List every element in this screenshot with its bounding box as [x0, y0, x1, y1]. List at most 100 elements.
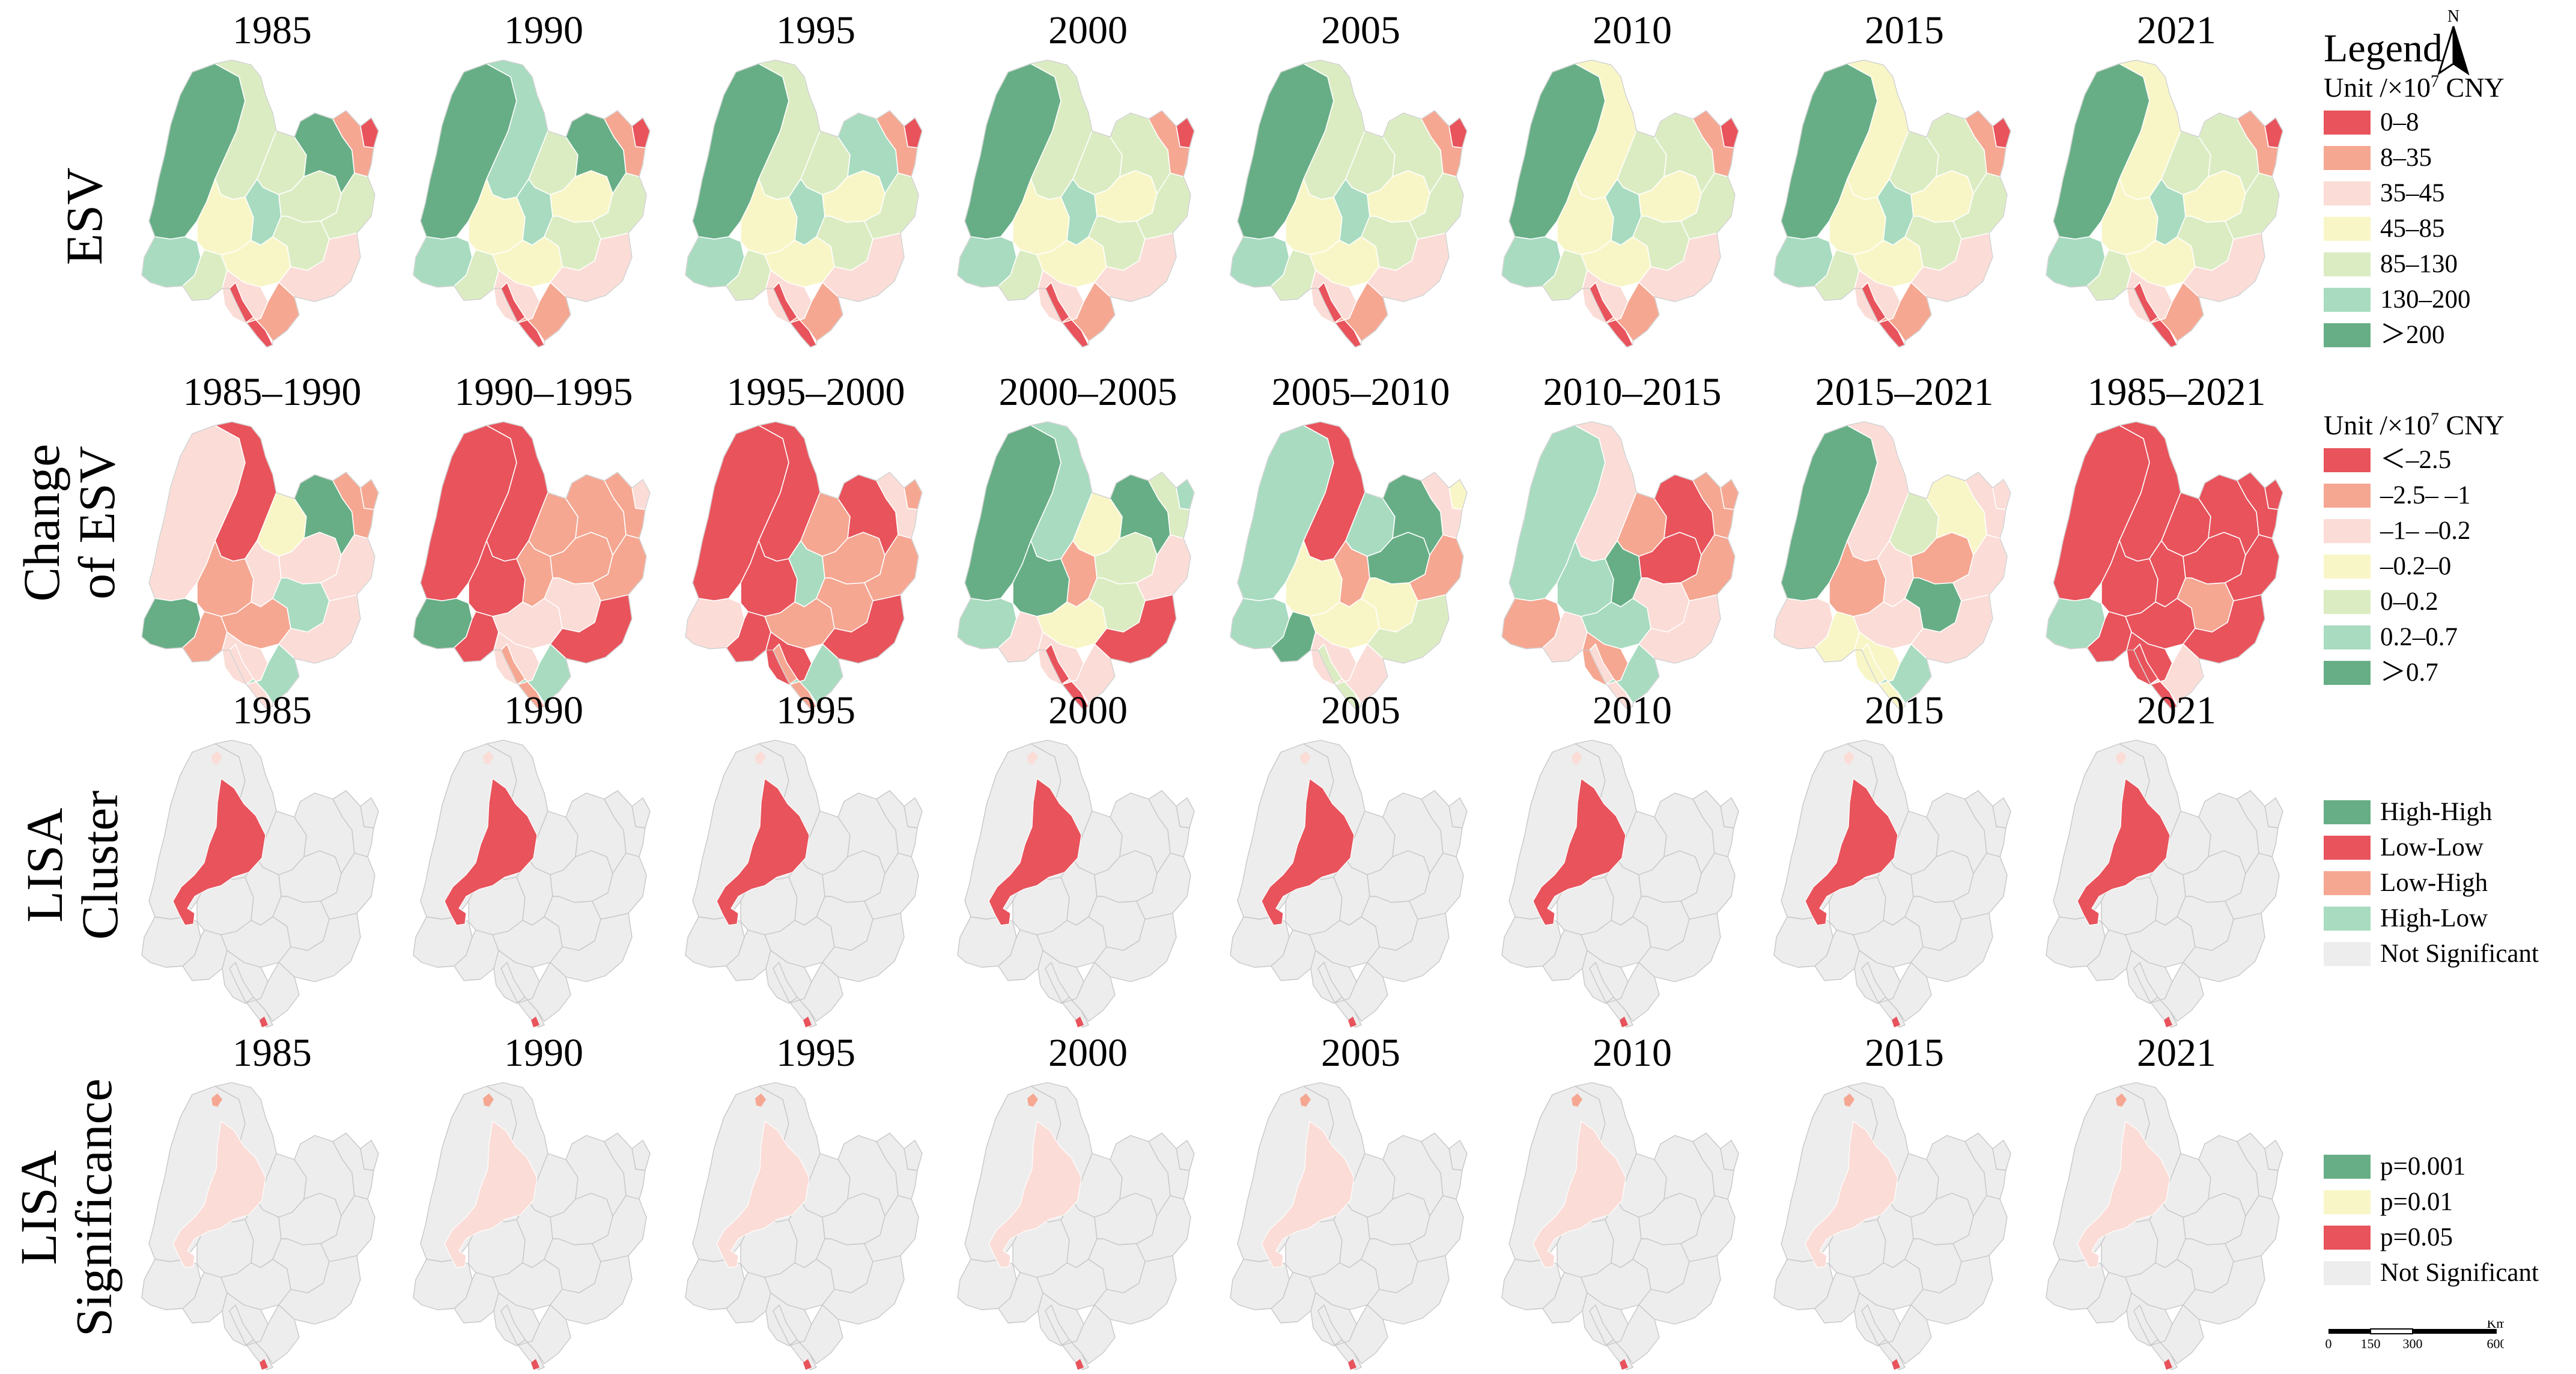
map-panel-cluster-2021[interactable]: 2021 — [2041, 689, 2312, 1028]
region-r18[interactable] — [245, 1304, 300, 1364]
significant-tip[interactable] — [1075, 1359, 1084, 1370]
region-r18[interactable] — [1333, 1304, 1388, 1364]
region-r13[interactable] — [1136, 853, 1191, 920]
map-panel-esv-2005[interactable]: 2005 — [1226, 8, 1496, 348]
significant-area[interactable] — [1805, 1120, 1898, 1268]
region-r17[interactable] — [2133, 962, 2178, 1028]
map-panel-significance-1985[interactable]: 1985 — [137, 1031, 407, 1370]
region-r17[interactable] — [500, 1304, 545, 1370]
significant-tip[interactable] — [531, 1359, 539, 1370]
region-r17[interactable] — [773, 962, 817, 1028]
region-r18[interactable] — [1060, 1304, 1116, 1364]
region-r16[interactable] — [1421, 1132, 1463, 1200]
map-panel-cluster-1990[interactable]: 1990 — [409, 689, 679, 1028]
region-r13[interactable] — [1409, 1195, 1464, 1262]
significant-tip[interactable] — [483, 1093, 494, 1107]
map-panel-cluster-2000[interactable]: 2000 — [953, 689, 1223, 1028]
region-r16[interactable] — [1964, 790, 2006, 857]
map-panel-change-1985–2021[interactable]: 1985–2021 — [2041, 370, 2312, 710]
significant-tip[interactable] — [1572, 751, 1582, 764]
region-r17[interactable] — [229, 1304, 273, 1370]
region-r13[interactable] — [1136, 1195, 1191, 1262]
region-r16[interactable] — [2237, 790, 2279, 857]
significant-tip[interactable] — [2164, 1017, 2172, 1027]
significant-area[interactable] — [988, 777, 1082, 926]
map-panel-cluster-1985[interactable]: 1985 — [137, 689, 407, 1028]
region-r16[interactable] — [1964, 1132, 2006, 1200]
region-r18[interactable] — [788, 962, 843, 1022]
region-r17[interactable] — [1589, 1304, 1633, 1370]
significant-tip[interactable] — [2116, 1093, 2127, 1107]
map-panel-esv-1990[interactable]: 1990 — [409, 8, 679, 348]
region-r18[interactable] — [1605, 962, 1660, 1022]
region-r13[interactable] — [1680, 853, 1736, 920]
region-r16[interactable] — [876, 790, 918, 857]
region-r18[interactable] — [1060, 962, 1116, 1022]
map-panel-significance-1995[interactable]: 1995 — [681, 1031, 951, 1370]
significant-tip[interactable] — [1300, 1093, 1311, 1107]
region-r16[interactable] — [332, 1132, 374, 1200]
region-r18[interactable] — [245, 962, 300, 1022]
region-r13[interactable] — [1952, 853, 2008, 920]
significant-tip[interactable] — [1620, 1359, 1628, 1370]
region-r16[interactable] — [1421, 790, 1463, 857]
significant-tip[interactable] — [1892, 1017, 1900, 1027]
region-r16[interactable] — [2237, 1132, 2279, 1200]
significant-area[interactable] — [1533, 777, 1626, 926]
map-panel-significance-2005[interactable]: 2005 — [1226, 1031, 1496, 1370]
region-r13[interactable] — [1952, 1195, 2008, 1262]
region-r13[interactable] — [2225, 1195, 2280, 1262]
map-panel-change-1995–2000[interactable]: 1995–2000 — [681, 370, 951, 710]
region-r17[interactable] — [500, 962, 545, 1028]
region-r18[interactable] — [1605, 1304, 1660, 1364]
significant-tip[interactable] — [531, 1017, 539, 1027]
map-panel-esv-2021[interactable]: 2021 — [2041, 8, 2312, 348]
map-panel-esv-2000[interactable]: 2000 — [953, 8, 1223, 348]
map-panel-cluster-2015[interactable]: 2015 — [1769, 689, 2040, 1028]
map-panel-change-2015–2021[interactable]: 2015–2021 — [1769, 370, 2040, 710]
map-panel-cluster-2010[interactable]: 2010 — [1497, 689, 1767, 1028]
region-r18[interactable] — [788, 1304, 843, 1364]
significant-area[interactable] — [444, 1120, 538, 1268]
significant-tip[interactable] — [260, 1017, 268, 1027]
region-r17[interactable] — [1317, 962, 1362, 1028]
region-r17[interactable] — [1317, 1304, 1362, 1370]
region-r17[interactable] — [2133, 1304, 2178, 1370]
map-panel-change-2000–2005[interactable]: 2000–2005 — [953, 370, 1223, 710]
region-r18[interactable] — [1877, 1304, 1932, 1364]
map-panel-significance-2015[interactable]: 2015 — [1769, 1031, 2040, 1370]
significant-area[interactable] — [1533, 1120, 1626, 1268]
significant-tip[interactable] — [1027, 1093, 1038, 1107]
significant-tip[interactable] — [755, 1093, 766, 1107]
map-panel-esv-2010[interactable]: 2010 — [1497, 8, 1767, 348]
significant-tip[interactable] — [211, 1093, 222, 1107]
map-panel-significance-1990[interactable]: 1990 — [409, 1031, 679, 1370]
region-r16[interactable] — [1148, 1132, 1190, 1200]
significant-tip[interactable] — [1348, 1359, 1356, 1370]
significant-tip[interactable] — [483, 751, 494, 764]
map-panel-change-1985–1990[interactable]: 1985–1990 — [137, 370, 407, 710]
region-r18[interactable] — [1877, 962, 1932, 1022]
region-r16[interactable] — [1692, 1132, 1734, 1200]
significant-tip[interactable] — [2116, 751, 2127, 764]
significant-area[interactable] — [2077, 1120, 2170, 1268]
region-r16[interactable] — [876, 1132, 918, 1200]
region-r13[interactable] — [592, 1195, 647, 1262]
significant-area[interactable] — [444, 777, 538, 926]
significant-tip[interactable] — [803, 1017, 812, 1027]
significant-tip[interactable] — [1620, 1017, 1628, 1027]
region-r16[interactable] — [604, 1132, 646, 1200]
map-panel-change-2010–2015[interactable]: 2010–2015 — [1497, 370, 1767, 710]
significant-area[interactable] — [716, 1120, 810, 1268]
region-r17[interactable] — [1861, 1304, 1906, 1370]
significant-tip[interactable] — [1300, 751, 1311, 764]
significant-tip[interactable] — [755, 751, 766, 764]
region-r18[interactable] — [516, 962, 571, 1022]
region-r16[interactable] — [604, 790, 646, 857]
region-r18[interactable] — [516, 1304, 571, 1364]
significant-area[interactable] — [988, 1120, 1082, 1268]
region-r17[interactable] — [1861, 962, 1906, 1028]
significant-tip[interactable] — [1844, 1093, 1855, 1107]
map-panel-change-1990–1995[interactable]: 1990–1995 — [409, 370, 679, 710]
significant-tip[interactable] — [1027, 751, 1038, 764]
